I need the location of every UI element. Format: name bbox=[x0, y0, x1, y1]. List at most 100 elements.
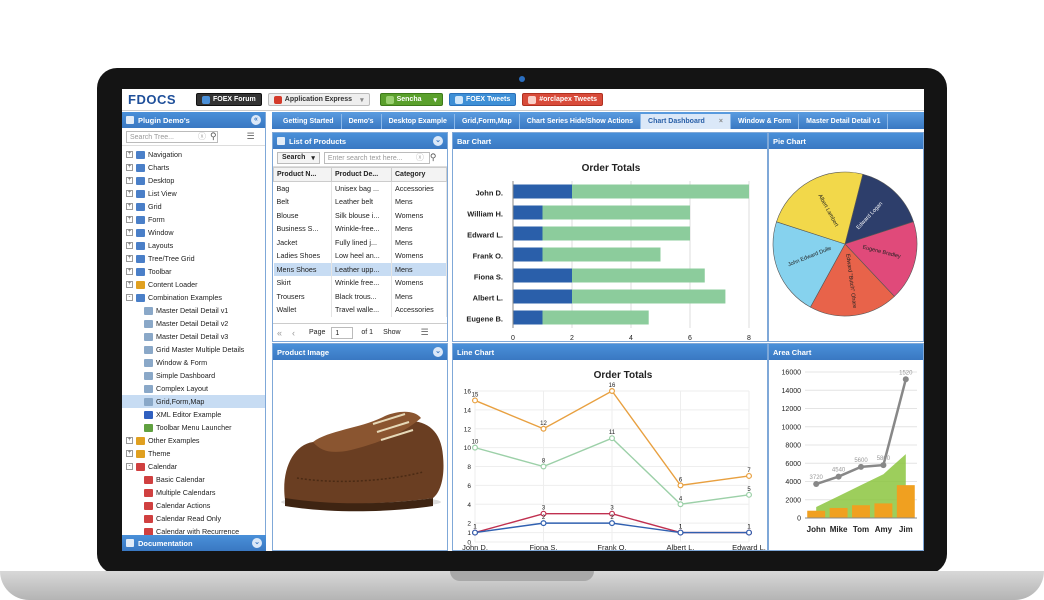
expand-icon[interactable]: + bbox=[126, 216, 133, 223]
data-point[interactable] bbox=[609, 520, 616, 527]
collapse-icon[interactable]: ⌄ bbox=[433, 136, 443, 146]
bar[interactable] bbox=[572, 184, 749, 199]
tab[interactable]: Chart Dashboard × bbox=[641, 114, 731, 129]
bar[interactable] bbox=[807, 510, 826, 518]
table-row[interactable]: Wallet Travel walle... Accessories bbox=[273, 303, 447, 317]
column-header[interactable]: Category bbox=[391, 167, 447, 182]
collapse-icon[interactable]: « bbox=[251, 115, 261, 125]
data-point[interactable] bbox=[540, 463, 547, 470]
tree-item[interactable]: + Toolbar bbox=[122, 265, 265, 278]
column-header[interactable]: Product N... bbox=[273, 167, 332, 182]
bar[interactable] bbox=[542, 310, 649, 325]
search-icon[interactable]: ⚲ bbox=[210, 131, 217, 141]
data-point[interactable] bbox=[746, 491, 753, 498]
expand-icon[interactable]: + bbox=[126, 437, 133, 444]
tree-item[interactable]: Grid,Form,Map bbox=[122, 395, 265, 408]
table-row[interactable]: Bag Unisex bag ... Accessories bbox=[273, 181, 447, 195]
tree-item[interactable]: Master Detail Detail v3 bbox=[122, 330, 265, 343]
chevron-down-icon[interactable]: ⌄ bbox=[252, 538, 262, 548]
chevron-down-icon[interactable]: ▾ bbox=[360, 96, 364, 104]
data-point[interactable] bbox=[902, 376, 909, 383]
tab[interactable]: Chart Series Hide/Show Actions bbox=[520, 114, 642, 129]
data-point[interactable] bbox=[677, 501, 684, 508]
data-point[interactable] bbox=[835, 473, 842, 480]
bar[interactable] bbox=[542, 226, 691, 241]
tree-item[interactable]: + Desktop bbox=[122, 174, 265, 187]
expand-icon[interactable]: + bbox=[126, 281, 133, 288]
expand-icon[interactable]: + bbox=[126, 164, 133, 171]
tree-item[interactable]: + Grid bbox=[122, 200, 265, 213]
tree-item[interactable]: + Form bbox=[122, 213, 265, 226]
search-icon[interactable]: ⚲ bbox=[429, 152, 437, 162]
tree-item[interactable]: Complex Layout bbox=[122, 382, 265, 395]
collapse-icon[interactable]: ⌄ bbox=[433, 347, 443, 357]
data-point[interactable] bbox=[472, 529, 479, 536]
tree-item[interactable]: + List View bbox=[122, 187, 265, 200]
data-point[interactable] bbox=[858, 463, 864, 470]
table-row[interactable]: Skirt Wrinkle free... Womens bbox=[273, 276, 447, 290]
tree-item[interactable]: + Theme bbox=[122, 447, 265, 460]
tree-item[interactable]: Multiple Calendars bbox=[122, 486, 265, 499]
tree-item[interactable]: Master Detail Detail v2 bbox=[122, 317, 265, 330]
bar[interactable] bbox=[572, 268, 705, 283]
apex-button[interactable]: Application Express ▾ bbox=[267, 93, 370, 106]
first-page-icon[interactable]: « bbox=[277, 327, 283, 338]
bar[interactable] bbox=[896, 485, 915, 518]
tree-item[interactable]: + Navigation bbox=[122, 148, 265, 161]
bar[interactable] bbox=[542, 247, 661, 262]
tree-item[interactable]: + Content Loader bbox=[122, 278, 265, 291]
collapse-icon[interactable]: - bbox=[126, 463, 133, 470]
data-point[interactable] bbox=[746, 472, 753, 479]
tree-item[interactable]: + Layouts bbox=[122, 239, 265, 252]
tree-item[interactable]: Calendar Actions bbox=[122, 499, 265, 512]
clear-icon[interactable]: ⓧ bbox=[198, 132, 206, 141]
data-point[interactable] bbox=[472, 444, 479, 451]
column-header[interactable]: Product De... bbox=[331, 167, 392, 182]
tree-item[interactable]: + Tree/Tree Grid bbox=[122, 252, 265, 265]
bar[interactable] bbox=[513, 226, 543, 241]
tree-item[interactable]: + Other Examples bbox=[122, 434, 265, 447]
tree-item[interactable]: Calendar Read Only bbox=[122, 512, 265, 525]
table-row[interactable]: Trousers Black trous... Mens bbox=[273, 289, 447, 303]
tree-item[interactable]: Master Detail Detail v1 bbox=[122, 304, 265, 317]
foex-tweets-button[interactable]: FOEX Tweets bbox=[449, 93, 517, 106]
menu-icon[interactable]: ☰ bbox=[246, 131, 255, 141]
bar[interactable] bbox=[513, 205, 543, 220]
bar[interactable] bbox=[852, 505, 870, 518]
tab[interactable]: Window & Form bbox=[731, 114, 800, 129]
pie-slice[interactable] bbox=[844, 173, 914, 245]
expand-icon[interactable]: + bbox=[126, 151, 133, 158]
collapse-icon[interactable]: - bbox=[126, 294, 133, 301]
expand-icon[interactable]: + bbox=[126, 203, 133, 210]
tree-item[interactable]: + Window bbox=[122, 226, 265, 239]
pie-slice[interactable] bbox=[809, 243, 895, 317]
bar[interactable] bbox=[513, 289, 572, 304]
clear-icon[interactable]: ⓧ bbox=[415, 153, 424, 162]
menu-icon[interactable]: ☰ bbox=[420, 327, 429, 337]
sencha-button[interactable]: Sencha ▾ bbox=[379, 93, 444, 106]
table-row[interactable]: Ladies Shoes Low heel an... Womens bbox=[273, 249, 447, 263]
table-row[interactable]: Jacket Fully lined j... Mens bbox=[273, 235, 447, 249]
products-search-input[interactable]: Enter search text here... bbox=[323, 151, 430, 164]
bar[interactable] bbox=[513, 184, 572, 199]
area-series[interactable] bbox=[816, 454, 906, 518]
chevron-down-icon[interactable]: ▾ bbox=[433, 96, 438, 104]
data-point[interactable] bbox=[609, 388, 616, 395]
tree-item[interactable]: - Combination Examples bbox=[122, 291, 265, 304]
tab[interactable]: Desktop Example bbox=[382, 114, 455, 129]
foex-forum-button[interactable]: FOEX Forum bbox=[196, 93, 262, 106]
tree-item[interactable]: Calendar with Recurrence bbox=[122, 525, 265, 538]
bar[interactable] bbox=[829, 507, 848, 518]
tree-item[interactable]: Simple Dashboard bbox=[122, 369, 265, 382]
data-point[interactable] bbox=[609, 510, 616, 517]
tree-search-input[interactable]: Search Tree... bbox=[126, 130, 218, 143]
orclapex-tweets-button[interactable]: #orclapex Tweets bbox=[522, 93, 604, 106]
pie-slice[interactable] bbox=[776, 171, 864, 245]
data-point[interactable] bbox=[813, 481, 820, 488]
tree-item[interactable]: Window & Form bbox=[122, 356, 265, 369]
bar[interactable] bbox=[513, 247, 543, 262]
tree-item[interactable]: - Calendar bbox=[122, 460, 265, 473]
bar[interactable] bbox=[513, 310, 543, 325]
expand-icon[interactable]: + bbox=[126, 177, 133, 184]
table-row[interactable]: Mens Shoes Leather upp... Mens bbox=[273, 262, 447, 276]
